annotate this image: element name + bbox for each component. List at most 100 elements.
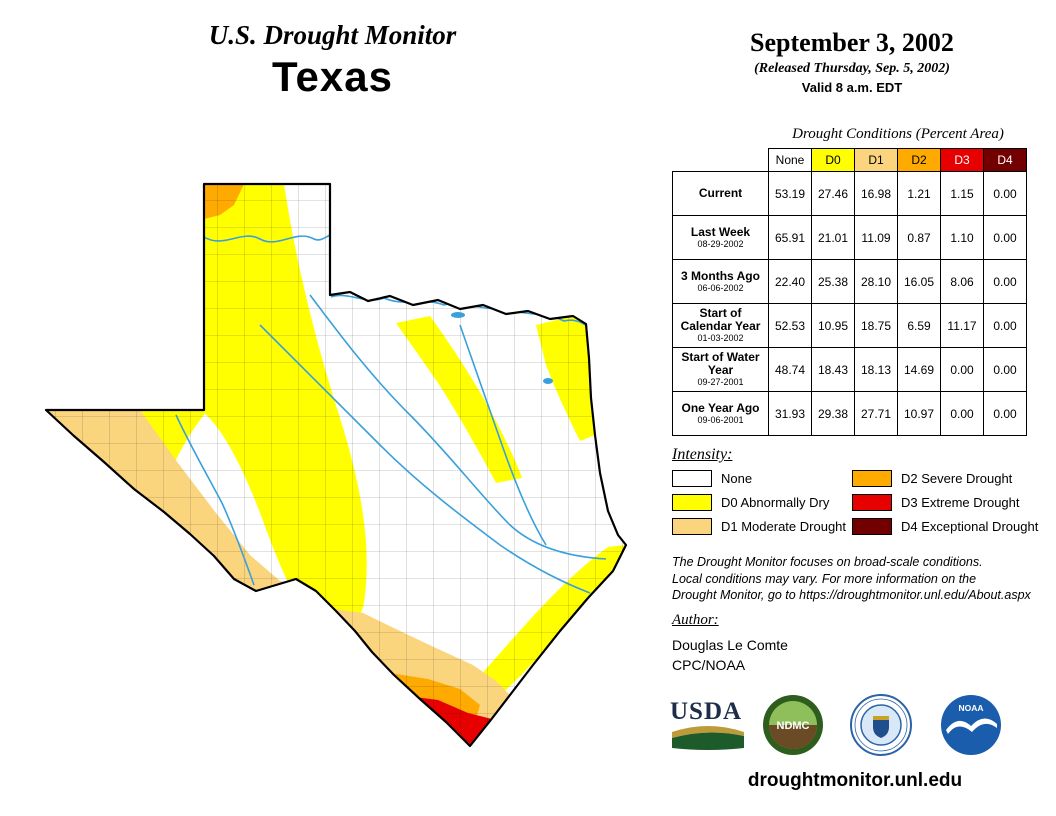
table-cell: 21.01: [811, 215, 855, 260]
ndmc-emblem-icon: NDMC: [763, 695, 823, 755]
column-header-none: None: [768, 148, 812, 172]
table-cell: 6.59: [897, 303, 941, 348]
date-block: September 3, 2002 (Released Thursday, Se…: [677, 28, 1027, 95]
legend-label: D0 Abnormally Dry: [721, 495, 830, 510]
table-cell: 0.00: [983, 259, 1027, 304]
noaa-emblem-icon: NOAA: [941, 695, 1001, 755]
texas-drought-map: [28, 172, 668, 764]
table-cell: 65.91: [768, 215, 812, 260]
row-header-start-water-year: Start of Water Year 09-27-2001: [672, 347, 769, 392]
report-date: September 3, 2002: [750, 28, 954, 57]
table-cell: 1.10: [940, 215, 984, 260]
row-header-start-calendar-year: Start of Calendar Year 01-03-2002: [672, 303, 769, 348]
none-swatch: [672, 470, 712, 487]
monitor-title: U.S. Drought Monitor: [208, 20, 457, 50]
table-cell: 18.13: [854, 347, 898, 392]
table-cell: 0.87: [897, 215, 941, 260]
table-cell: 25.38: [811, 259, 855, 304]
table-cell: 0.00: [983, 347, 1027, 392]
d2-swatch: [852, 470, 892, 487]
table-cell: 52.53: [768, 303, 812, 348]
table-cell: 18.43: [811, 347, 855, 392]
row-date: 06-06-2002: [697, 282, 744, 293]
trinity-river: [459, 324, 547, 546]
disclaimer-text: The Drought Monitor focuses on broad-sca…: [672, 554, 1044, 604]
table-cell: 0.00: [983, 303, 1027, 348]
commerce-seal-icon: [850, 694, 912, 756]
table-cell: 22.40: [768, 259, 812, 304]
table-cell: 18.75: [854, 303, 898, 348]
commerce-seal-logo: [850, 694, 912, 761]
table-row: Start of Water Year 09-27-2001 48.74 18.…: [672, 347, 1027, 392]
row-label: Start of Calendar Year: [680, 306, 761, 333]
table-cell: 16.98: [854, 171, 898, 216]
row-label: Last Week: [690, 224, 751, 239]
canadian-river: [203, 234, 331, 243]
noaa-logo: NOAA: [940, 694, 1002, 761]
column-header-d3: D3: [940, 148, 984, 172]
table-cell: 53.19: [768, 171, 812, 216]
table-row: Start of Calendar Year 01-03-2002 52.53 …: [672, 303, 1027, 348]
table-cell: 14.69: [897, 347, 941, 392]
table-row: One Year Ago 09-06-2001 31.93 29.38 27.7…: [672, 391, 1027, 436]
d0-swatch: [672, 494, 712, 511]
table-header-row: None D0 D1 D2 D3 D4: [672, 148, 1027, 172]
table-cell: 0.00: [983, 215, 1027, 260]
table-cell: 0.00: [983, 391, 1027, 436]
table-cell: 27.71: [854, 391, 898, 436]
legend-label: None: [721, 471, 753, 486]
legend-item-d4: D4 Exceptional Drought: [852, 518, 1038, 535]
d3-swatch: [852, 494, 892, 511]
row-header-current: Current: [672, 171, 769, 216]
ndmc-wordmark: NDMC: [777, 720, 810, 732]
table-cell: 1.21: [897, 171, 941, 216]
table-cell: 11.17: [940, 303, 984, 348]
legend-label: D2 Severe Drought: [901, 471, 1013, 486]
row-header-one-year-ago: One Year Ago 09-06-2001: [672, 391, 769, 436]
table-cell: 10.97: [897, 391, 941, 436]
noaa-gull-icon: [946, 718, 997, 734]
table-cell: 0.00: [940, 347, 984, 392]
row-date: 09-27-2001: [697, 377, 744, 387]
legend-label: D3 Extreme Drought: [901, 495, 1020, 510]
lake-marker: [543, 378, 553, 384]
table-cell: 10.95: [811, 303, 855, 348]
state-border: [44, 182, 628, 748]
state-title: Texas: [272, 53, 393, 100]
d4-swatch: [852, 518, 892, 535]
table-row: Last Week 08-29-2002 65.91 21.01 11.09 0…: [672, 215, 1027, 260]
table-cell: 31.93: [768, 391, 812, 436]
brazos-river: [309, 294, 607, 560]
ndmc-logo: NDMC: [762, 694, 824, 761]
table-cell: 28.10: [854, 259, 898, 304]
table-cell: 29.38: [811, 391, 855, 436]
table-row: 3 Months Ago 06-06-2002 22.40 25.38 28.1…: [672, 259, 1027, 304]
disclaimer-line: Local conditions may vary. For more info…: [672, 571, 977, 586]
legend-item-d0: D0 Abnormally Dry: [672, 494, 829, 511]
disclaimer-line: The Drought Monitor focuses on broad-sca…: [672, 555, 983, 569]
colorado-river: [259, 324, 591, 594]
table-cell: 16.05: [897, 259, 941, 304]
table-row: Current 53.19 27.46 16.98 1.21 1.15 0.00: [672, 171, 1027, 216]
table-corner-cell: [672, 148, 769, 172]
legend-item-d2: D2 Severe Drought: [852, 470, 1012, 487]
column-header-d2: D2: [897, 148, 941, 172]
footer-url: droughtmonitor.unl.edu: [747, 770, 963, 791]
county-boundaries: [46, 184, 626, 746]
pecos-river: [175, 414, 255, 586]
usda-wordmark: USDA: [670, 698, 743, 725]
table-cell: 11.09: [854, 215, 898, 260]
row-label: Start of Water Year: [681, 350, 760, 377]
column-header-d0: D0: [811, 148, 855, 172]
row-header-3-months-ago: 3 Months Ago 06-06-2002: [672, 259, 769, 304]
table-cell: 1.15: [940, 171, 984, 216]
noaa-wordmark: NOAA: [958, 703, 983, 713]
table-cell: 27.46: [811, 171, 855, 216]
column-header-d4: D4: [983, 148, 1027, 172]
column-header-d1: D1: [854, 148, 898, 172]
row-label: One Year Ago: [681, 400, 760, 415]
row-date: 01-03-2002: [697, 333, 744, 343]
table-cell: 0.00: [940, 391, 984, 436]
row-header-last-week: Last Week 08-29-2002: [672, 215, 769, 260]
